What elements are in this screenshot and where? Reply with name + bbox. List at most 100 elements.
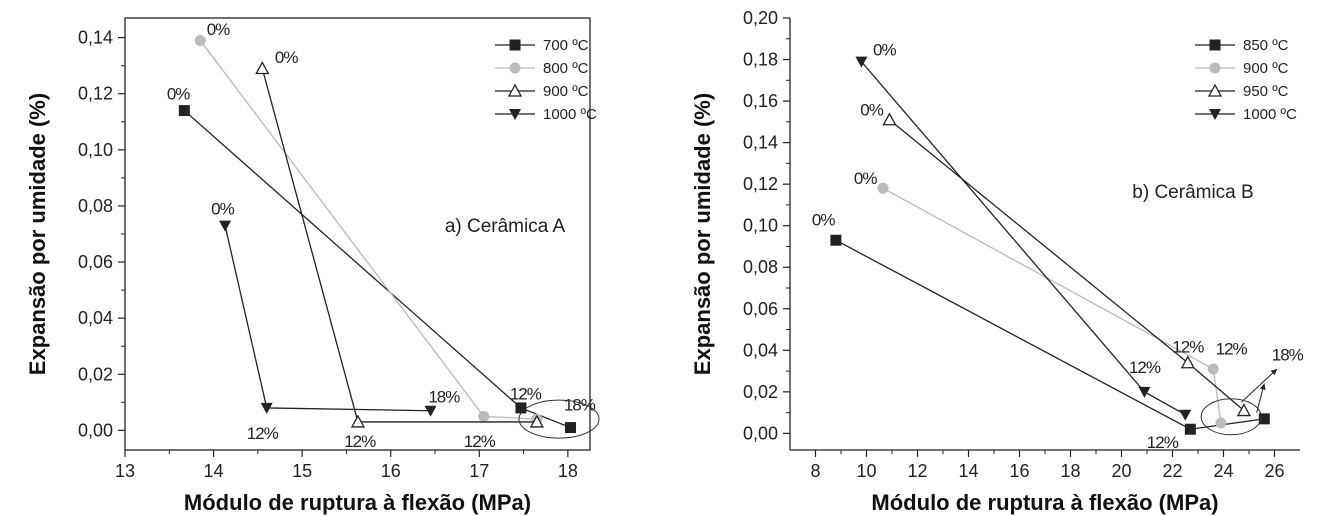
x-tick-label: 13 [115,461,135,481]
y-tick-label: 0,02 [743,382,778,402]
y-tick-label: 0,12 [743,174,778,194]
legend-marker [1209,109,1221,120]
legend-label: 1000 ºC [543,106,597,123]
point-annotation: 0% [873,40,896,59]
y-tick-label: 0,20 [743,8,778,28]
series-line-0 [183,110,571,429]
x-tick-label: 17 [469,461,489,481]
data-point [1138,386,1151,398]
x-axis-title: Módulo de ruptura à flexão (MPa) [184,490,531,515]
data-point [260,402,273,414]
data-point [877,182,889,194]
point-annotation: 0% [812,211,835,230]
data-point [194,34,206,46]
series-line-3 [224,225,431,412]
point-annotation: 0% [211,199,234,218]
point-annotation: 18% [1272,346,1304,365]
data-point [565,422,577,434]
point-annotation: 12% [1172,337,1204,356]
x-tick-label: 8 [810,461,820,481]
y-tick-label: 0,00 [78,420,113,440]
point-annotation: 12% [344,432,376,451]
x-axis-title: Módulo de ruptura à flexão (MPa) [871,490,1218,515]
point-annotation: 18% [564,396,596,415]
panel-label: a) Cerâmica A [445,216,566,237]
x-tick-label: 26 [1264,461,1284,481]
data-point [1215,417,1227,429]
x-tick-label: 22 [1162,461,1182,481]
y-tick-label: 0,12 [78,84,113,104]
point-annotation: 0% [854,169,877,188]
legend-marker [509,62,521,74]
y-tick-label: 0,16 [743,91,778,111]
data-point [1184,423,1196,435]
legend-marker [507,83,523,97]
panel-label: b) Cerâmica B [1132,182,1253,203]
data-point [255,61,270,75]
y-tick-label: 0,04 [78,308,113,328]
data-point [1236,403,1251,417]
x-tick-label: 15 [292,461,312,481]
y-tick-label: 0,04 [743,340,778,360]
series-line-2 [261,68,537,423]
point-annotation: 12% [1147,433,1179,452]
data-point [350,414,366,428]
y-tick-label: 0,14 [78,28,113,48]
legend-label: 1000 ºC [1243,106,1297,123]
point-annotation: 18% [428,387,460,406]
y-tick-label: 0,06 [78,252,113,272]
x-tick-label: 18 [558,461,578,481]
point-annotation: 12% [1216,339,1248,358]
point-annotation: 0% [275,48,298,67]
data-point [1180,355,1195,369]
data-point [178,105,190,117]
point-annotation: 0% [207,20,230,39]
x-tick-label: 18 [1060,461,1080,481]
x-tick-label: 16 [381,461,401,481]
data-point [478,410,490,422]
y-tick-label: 0,02 [78,364,113,384]
x-tick-label: 20 [1111,461,1131,481]
data-point [219,220,232,232]
y-tick-label: 0,08 [743,257,778,277]
data-point [1258,413,1270,425]
data-point [882,112,897,126]
series-line-0 [835,239,1265,430]
y-axis-title: Expansão por umidade (%) [690,93,715,375]
x-tick-label: 16 [1009,461,1029,481]
data-point [424,405,437,417]
y-tick-label: 0,10 [78,140,113,160]
x-tick-label: 14 [204,461,224,481]
legend-label: 900 ºC [543,83,589,100]
data-point [529,414,544,428]
legend-marker [1209,62,1221,74]
x-tick-label: 12 [907,461,927,481]
y-tick-label: 0,00 [743,423,778,443]
legend-marker [1209,39,1221,51]
legend-label: 800 ºC [543,60,589,77]
annotation-arrow [1241,368,1278,403]
highlight-ellipse [1200,398,1262,436]
data-point [1179,409,1192,421]
x-tick-label: 24 [1213,461,1233,481]
point-annotation: 12% [464,432,496,451]
data-point [515,402,527,414]
data-point [1207,363,1219,375]
data-point [830,234,842,246]
point-annotation: 0% [860,101,883,120]
x-tick-label: 10 [856,461,876,481]
legend-marker [509,109,521,120]
x-tick-label: 14 [958,461,978,481]
point-annotation: 12% [247,424,279,443]
legend-marker [509,39,521,51]
legend-label: 850 ºC [1243,37,1289,54]
chart-panel-a: 13 14 15 16 17 18 0,00 0,02 0,04 0,06 0,08 0,10 0,12… [25,17,600,515]
y-tick-label: 0,14 [743,133,778,153]
series-line-1 [882,187,1222,424]
legend-marker [1207,83,1223,97]
point-annotation: 0% [167,84,190,103]
y-tick-label: 0,18 [743,50,778,70]
data-point [855,56,868,68]
annotation-arrow [1256,383,1266,413]
